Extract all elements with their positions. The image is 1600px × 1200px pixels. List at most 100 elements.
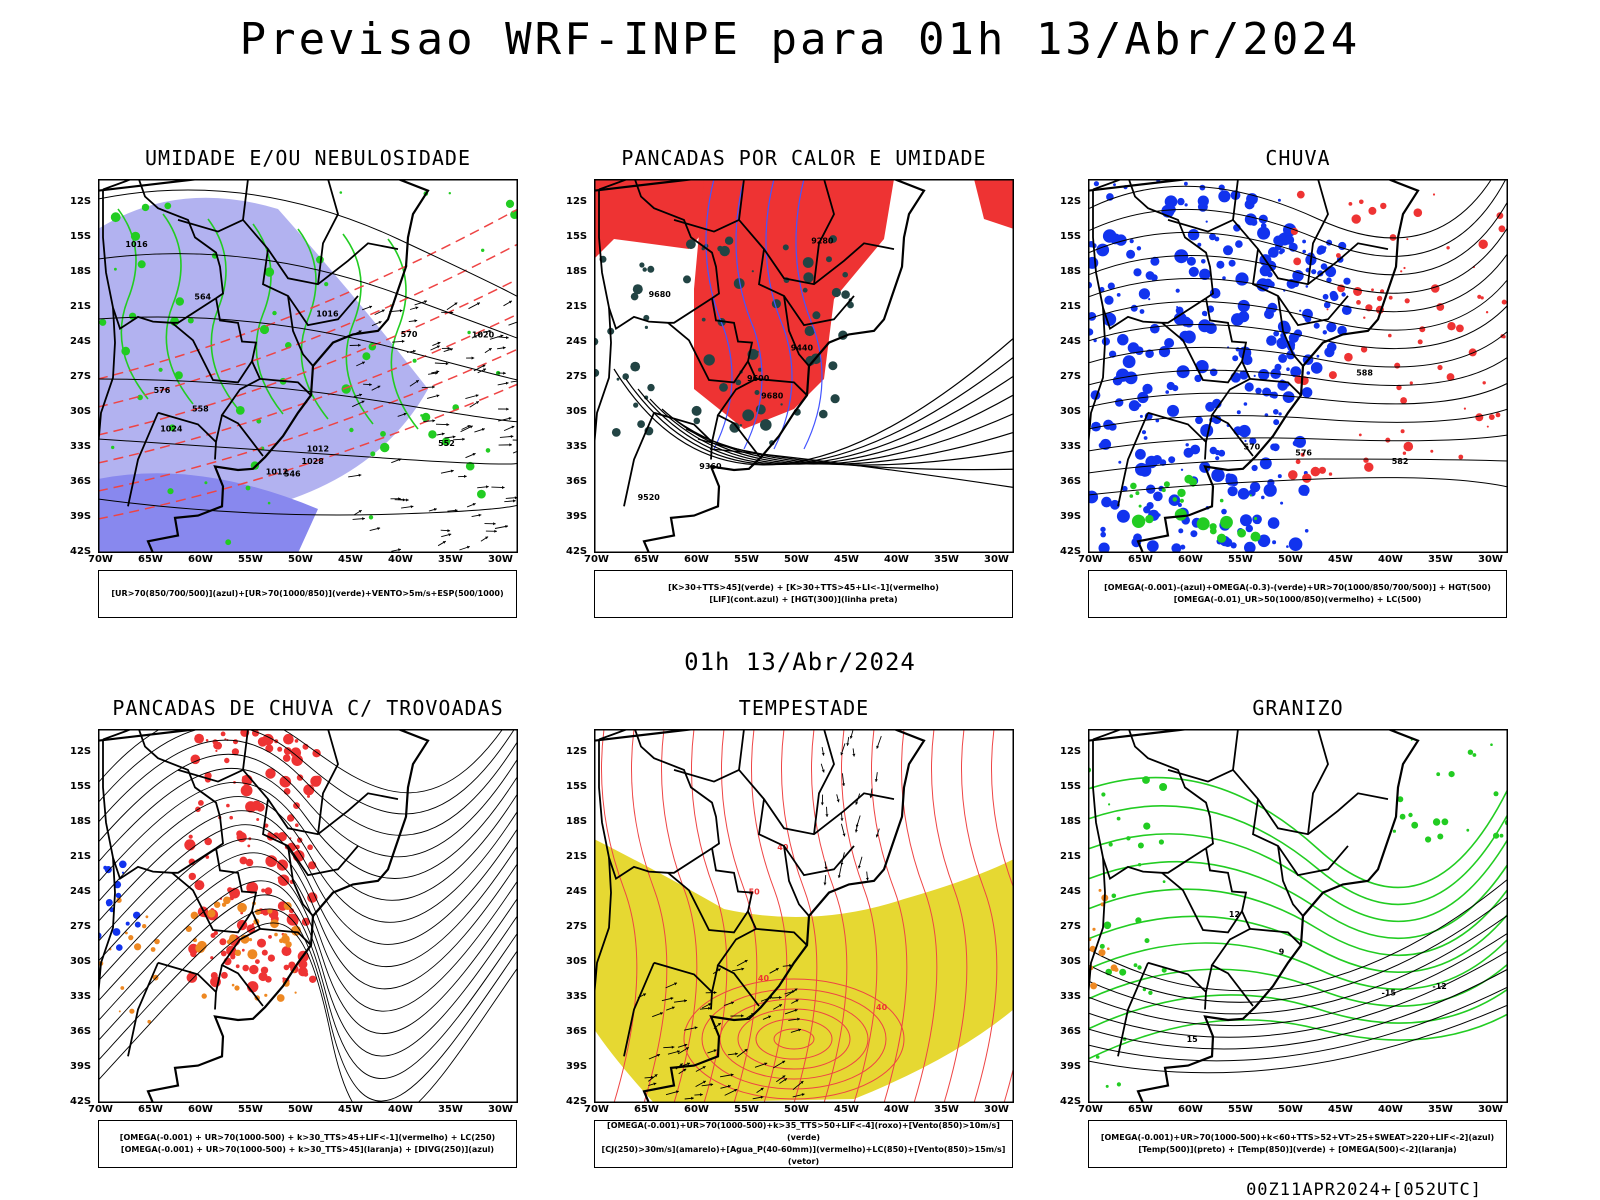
longitude-tick-label: 30W	[1478, 554, 1503, 565]
political-border	[157, 961, 217, 993]
wind-vector-head	[842, 783, 846, 786]
wind-vector-head	[875, 834, 879, 838]
temp-850-contour-blob	[1133, 963, 1138, 968]
precip-area	[1139, 309, 1145, 314]
precip-area	[1209, 288, 1221, 299]
wind-vector-head	[398, 548, 401, 552]
political-border	[171, 872, 253, 934]
omega-area	[1107, 947, 1110, 950]
latitude-tick-label: 42S	[70, 546, 92, 557]
political-border	[242, 179, 399, 286]
streamline	[98, 894, 518, 1080]
rain-area	[1353, 287, 1363, 296]
latitude-tick-label: 18S	[70, 816, 92, 827]
precip-area	[1326, 277, 1332, 283]
wind-vector-head	[779, 1004, 782, 1007]
precip-area	[1277, 198, 1281, 202]
streamline	[98, 810, 518, 945]
temp-850-contour-blob	[1392, 829, 1396, 833]
precip-area	[1164, 338, 1175, 348]
streamline	[98, 866, 518, 1035]
thunderstorm-area	[240, 784, 253, 797]
political-border	[623, 412, 655, 507]
wind-vector-head	[800, 1081, 804, 1084]
wind-vector-head	[359, 393, 362, 397]
green-contour-blob	[137, 260, 146, 269]
political-border	[1307, 179, 1329, 285]
heavy-precip-area	[1131, 514, 1146, 528]
political-border	[127, 412, 159, 507]
wind-vector-head	[415, 306, 419, 310]
rain-area	[1376, 295, 1383, 302]
shower-area	[214, 901, 221, 908]
precip-area	[1268, 247, 1279, 258]
temp-850-contour-blob	[1135, 917, 1142, 924]
precip-area	[1298, 484, 1310, 496]
precip-area	[1276, 337, 1289, 350]
panel-title: TEMPESTADE	[738, 696, 870, 720]
longitude-tick-label: 70W	[584, 1104, 609, 1115]
heavy-precip-area	[1138, 504, 1142, 508]
political-border	[1249, 928, 1302, 946]
precip-area	[1322, 330, 1327, 335]
political-border	[1092, 729, 1214, 849]
land-borders	[594, 729, 926, 1103]
thunderstorm-area	[246, 881, 259, 894]
precip-area	[1257, 534, 1271, 548]
precip-area	[1139, 414, 1143, 418]
wind-vector-head	[441, 432, 445, 436]
shower-area	[150, 947, 156, 952]
longitude-tick-label: 60W	[188, 1104, 213, 1115]
contour-label: -15	[1382, 988, 1397, 997]
political-border	[157, 411, 217, 443]
omega-area	[1090, 982, 1098, 990]
wind-vector-head	[730, 1073, 734, 1077]
rain-area	[1495, 412, 1501, 418]
coastline	[1088, 179, 1420, 553]
precip-area	[1251, 464, 1258, 472]
wind-vector-head	[779, 996, 782, 1000]
latitude-tick-label: 18S	[1060, 816, 1082, 827]
wind-vector-head	[735, 1052, 738, 1056]
precip-area	[1257, 226, 1271, 240]
wind-vector-head	[437, 341, 441, 345]
convection-area	[683, 275, 691, 284]
wind-vector-head	[713, 991, 717, 995]
political-border	[1205, 848, 1254, 1007]
convection-area	[637, 420, 645, 428]
temp-850-contour-blob	[1105, 1084, 1109, 1088]
wind-vector-head	[488, 329, 492, 333]
political-border	[242, 729, 399, 836]
map-canvas: 1012 1012 1016 1016 1020 1024 1028 576 570 564 558…	[98, 179, 518, 553]
latitude-tick-label: 15S	[70, 781, 92, 792]
wind-vector-head	[513, 499, 516, 503]
political-border	[127, 962, 159, 1057]
wind-vector-head	[432, 385, 435, 389]
precip-area	[1263, 483, 1277, 497]
precipitable-water-contour	[601, 729, 638, 1103]
legend-line: [OMEGA(-0.001)+UR>70(1000-500)+k>35_TTS>…	[607, 1121, 1000, 1142]
precip-area	[1282, 391, 1295, 403]
political-border	[673, 219, 740, 233]
wind-vector-head	[760, 1095, 764, 1099]
wind-vector-head	[450, 348, 453, 351]
rain-area	[1501, 299, 1507, 305]
latitude-tick-label: 36S	[70, 476, 92, 487]
temp-850-contour-blob	[1137, 842, 1144, 849]
low-level-humidity-contour	[342, 233, 374, 425]
rain-area	[1371, 288, 1374, 292]
political-border	[1252, 248, 1349, 327]
precip-area	[1107, 282, 1115, 290]
latitude-tick-label: 18S	[566, 816, 588, 827]
precip-area	[1326, 322, 1337, 333]
precip-area	[1194, 374, 1202, 383]
wind-vector-head	[782, 1060, 786, 1064]
green-contour-blob	[137, 394, 143, 401]
wind-vector-head	[414, 319, 418, 323]
thunderstorm-area	[261, 888, 266, 893]
convection-area	[802, 257, 814, 268]
wind-vector-head	[683, 1068, 687, 1072]
thunderstorm-area	[245, 858, 254, 867]
longitude-tick-label: 55W	[734, 554, 759, 565]
shower-area	[190, 911, 199, 920]
